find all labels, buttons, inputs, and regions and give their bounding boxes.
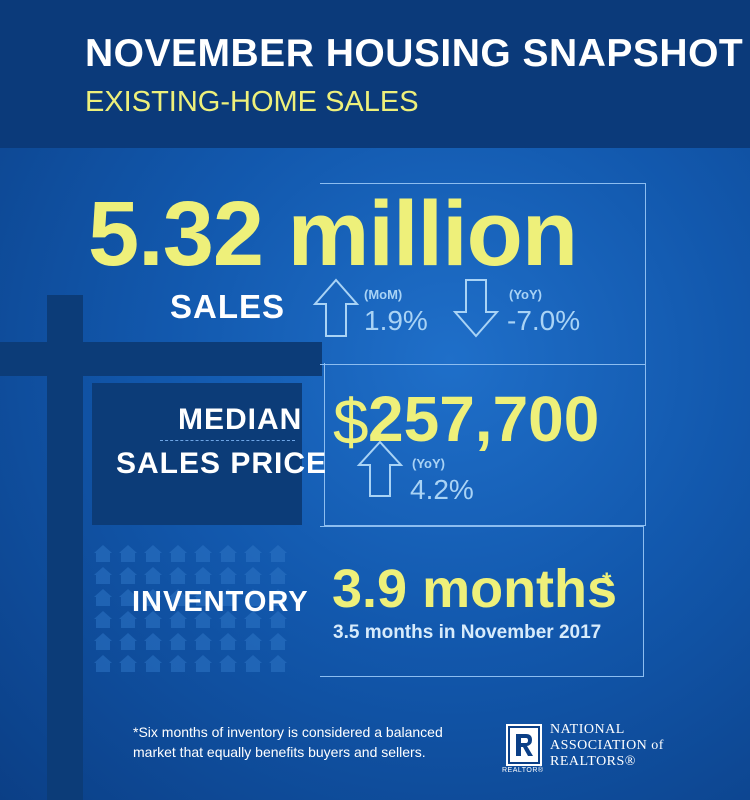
house-icon	[169, 545, 187, 562]
nar-line1: NATIONAL	[550, 722, 625, 737]
house-icon	[94, 611, 112, 628]
median-price-value: 257,700	[368, 383, 600, 455]
house-icon	[269, 589, 287, 606]
sales-mom-tag: (MoM)	[364, 287, 403, 302]
page-subtitle: EXISTING-HOME SALES	[85, 86, 419, 118]
house-icon	[169, 567, 187, 584]
footnote-line1: *Six months of inventory is considered a…	[133, 724, 443, 740]
house-icon	[269, 567, 287, 584]
nar-line3: REALTORS®	[550, 754, 636, 769]
house-icon	[119, 611, 137, 628]
house-icon	[119, 655, 137, 672]
house-icon	[219, 545, 237, 562]
sales-mom-value: 1.9%	[364, 305, 428, 336]
inventory-value: 3.9 months	[332, 559, 618, 619]
median-label-line2: SALES PRICE	[116, 447, 328, 480]
house-icon	[194, 567, 212, 584]
house-icon	[219, 655, 237, 672]
price-currency-symbol: $	[333, 386, 369, 458]
sign-post-arm	[0, 342, 322, 376]
house-icon	[144, 567, 162, 584]
house-icon	[94, 633, 112, 650]
house-icon	[119, 545, 137, 562]
sales-yoy-value: -7.0%	[507, 305, 581, 336]
sales-label: SALES	[170, 288, 286, 325]
house-icon	[194, 633, 212, 650]
down-arrow-icon	[452, 279, 500, 338]
median-label-panel	[92, 383, 302, 525]
house-icon	[219, 611, 237, 628]
house-icon	[119, 567, 137, 584]
house-icon	[219, 633, 237, 650]
house-icon	[169, 611, 187, 628]
house-icon	[94, 567, 112, 584]
house-icon	[169, 633, 187, 650]
up-arrow-icon	[312, 278, 360, 337]
sales-outline	[320, 183, 646, 365]
inventory-comparison: 3.5 months in November 2017	[333, 622, 602, 643]
inventory-asterisk: *	[602, 568, 612, 595]
house-icon	[194, 611, 212, 628]
sales-yoy-tag: (YoY)	[509, 287, 542, 302]
house-icon	[244, 655, 262, 672]
inventory-label: INVENTORY	[132, 586, 309, 618]
sign-post-vertical	[47, 295, 83, 800]
house-icon	[244, 589, 262, 606]
house-icon	[169, 589, 187, 606]
house-icon	[144, 589, 162, 606]
page-title: NOVEMBER HOUSING SNAPSHOT	[85, 32, 744, 75]
house-icon	[244, 633, 262, 650]
house-icon	[219, 567, 237, 584]
house-icon	[94, 589, 112, 606]
nar-line2: ASSOCIATION of	[550, 738, 664, 753]
house-icon	[244, 611, 262, 628]
price-yoy-value: 4.2%	[410, 474, 474, 505]
house-icon	[169, 655, 187, 672]
up-arrow-icon	[356, 440, 404, 497]
median-label-line1: MEDIAN	[178, 403, 303, 436]
house-icon	[269, 655, 287, 672]
house-icon	[194, 655, 212, 672]
sales-value: 5.32 million	[88, 183, 578, 285]
house-icon	[269, 611, 287, 628]
house-icon	[269, 545, 287, 562]
house-icon	[144, 655, 162, 672]
footnote: *Six months of inventory is considered a…	[133, 722, 453, 762]
header-band	[0, 0, 750, 148]
footnote-line2: market that equally benefits buyers and …	[133, 744, 426, 760]
nar-logo-text: NATIONAL ASSOCIATION of REALTORS®	[550, 722, 664, 770]
realtor-logo-icon	[506, 724, 542, 766]
house-icon	[244, 567, 262, 584]
house-icon	[269, 633, 287, 650]
house-icon	[119, 589, 137, 606]
house-icon	[94, 545, 112, 562]
house-icon	[194, 545, 212, 562]
house-icon	[94, 655, 112, 672]
house-grid-icon	[94, 545, 287, 672]
house-icon	[219, 589, 237, 606]
realtor-mark-text: REALTOR®	[502, 767, 544, 774]
house-icon	[144, 633, 162, 650]
price-yoy-tag: (YoY)	[412, 456, 445, 471]
inventory-outline	[320, 526, 644, 677]
median-label-divider	[160, 440, 295, 441]
house-icon	[119, 633, 137, 650]
house-icon	[244, 545, 262, 562]
house-icon	[144, 545, 162, 562]
house-icon	[194, 589, 212, 606]
house-icon	[144, 611, 162, 628]
price-outline	[324, 363, 646, 526]
